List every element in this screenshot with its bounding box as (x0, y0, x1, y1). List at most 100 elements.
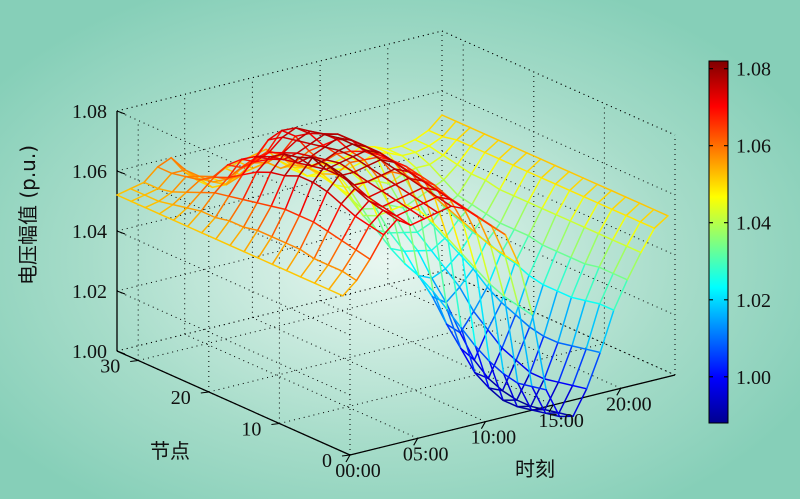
surface-segment (170, 156, 187, 171)
surface-segment (379, 158, 395, 164)
surface-segment (338, 155, 354, 164)
surface-segment (271, 208, 287, 238)
surface-segment (461, 220, 478, 235)
y-axis-line (116, 350, 351, 456)
surface-segment (461, 220, 477, 270)
surface-segment (447, 237, 463, 329)
surface-segment (558, 384, 574, 414)
surface-segment (653, 215, 669, 229)
x-tick-mark (616, 388, 622, 396)
surface-segment (540, 164, 556, 179)
surface-segment (186, 210, 202, 228)
surface-segment (612, 245, 628, 275)
surface-segment (470, 151, 486, 175)
surface-segment (470, 173, 487, 181)
surface-segment (444, 237, 460, 255)
surface-segment (543, 341, 559, 380)
surface-segment (582, 177, 599, 186)
surface-segment (462, 206, 478, 235)
x-tick-mark (480, 421, 486, 429)
surface-segment (432, 222, 449, 240)
surface-segment (375, 229, 392, 250)
surface-segment (242, 171, 258, 201)
surface-segment (267, 129, 283, 141)
surface-segment (624, 196, 641, 204)
surface-segment (298, 175, 314, 184)
surface-segment (339, 172, 356, 190)
surface-segment (215, 238, 231, 247)
surface-segment (313, 230, 329, 260)
surface-segment (484, 139, 500, 154)
surface-segment (295, 127, 311, 132)
surface-segment (172, 219, 189, 228)
surface-segment (409, 202, 425, 211)
surface-segment (489, 283, 506, 298)
surface-segment (423, 211, 439, 220)
surface-segment (570, 263, 586, 299)
surface-segment (428, 135, 444, 147)
surface-segment (441, 114, 457, 123)
surface-segment (471, 179, 487, 206)
surface-segment (541, 207, 557, 216)
surface-segment (502, 373, 518, 408)
grid-line (184, 333, 418, 439)
grid-line (116, 290, 351, 396)
surface-segment (340, 203, 357, 217)
surface-segment (557, 345, 573, 383)
surface-segment (528, 274, 544, 286)
surface-segment (568, 177, 584, 192)
surface-segment (571, 299, 587, 347)
surface-segment (213, 192, 230, 197)
surface-segment (309, 133, 325, 145)
surface-segment (475, 232, 492, 247)
surface-segment (379, 152, 395, 164)
surface-segment (279, 161, 296, 170)
surface-segment (504, 254, 520, 266)
surface-segment (257, 235, 273, 259)
surface-segment (441, 120, 457, 138)
surface-segment (327, 239, 343, 266)
surface-segment (473, 359, 490, 380)
surface-segment (436, 196, 452, 201)
surface-segment (366, 174, 382, 183)
surface-segment (526, 170, 543, 179)
surface-segment (502, 373, 519, 384)
surface-segment (271, 242, 287, 266)
axis-ticks: 00:00 05:00 10:00 15:00 20:00 0 10 20 301.00 1.02… (72, 101, 652, 482)
surface-segment (470, 145, 486, 154)
surface-segment (540, 158, 556, 167)
surface-segment (528, 326, 545, 338)
surface-segment (570, 256, 586, 265)
surface-segment (557, 381, 574, 387)
surface-segment (554, 170, 570, 185)
surface-segment (213, 164, 229, 178)
surface-segment (499, 222, 516, 231)
surface-segment (299, 221, 315, 251)
surface-segment (421, 180, 438, 191)
surface-segment (512, 152, 528, 166)
surface-segment (556, 290, 573, 299)
surface-segment (571, 348, 587, 387)
surface-segment (325, 163, 342, 175)
surface-segment (442, 179, 459, 196)
grid-line (116, 270, 443, 352)
surface-segment (598, 303, 615, 311)
surface-segment (557, 296, 573, 344)
surface-segment (568, 170, 584, 179)
surface-segment (228, 195, 244, 201)
surface-segment (555, 220, 572, 253)
surface-segment (570, 296, 587, 302)
z-tick-label: 1.04 (72, 221, 107, 243)
surface-segment (455, 120, 471, 129)
surface-segment (394, 177, 410, 186)
surface-segment (428, 145, 444, 157)
surface-segment (366, 165, 382, 177)
surface-segment (512, 164, 529, 173)
surface-segment (427, 129, 444, 138)
surface-segment (457, 219, 474, 233)
surface-segment (514, 313, 531, 328)
surface-segment (401, 154, 417, 169)
surface-segment (625, 221, 642, 247)
surface-segment (472, 310, 489, 331)
surface-segment (518, 263, 534, 316)
